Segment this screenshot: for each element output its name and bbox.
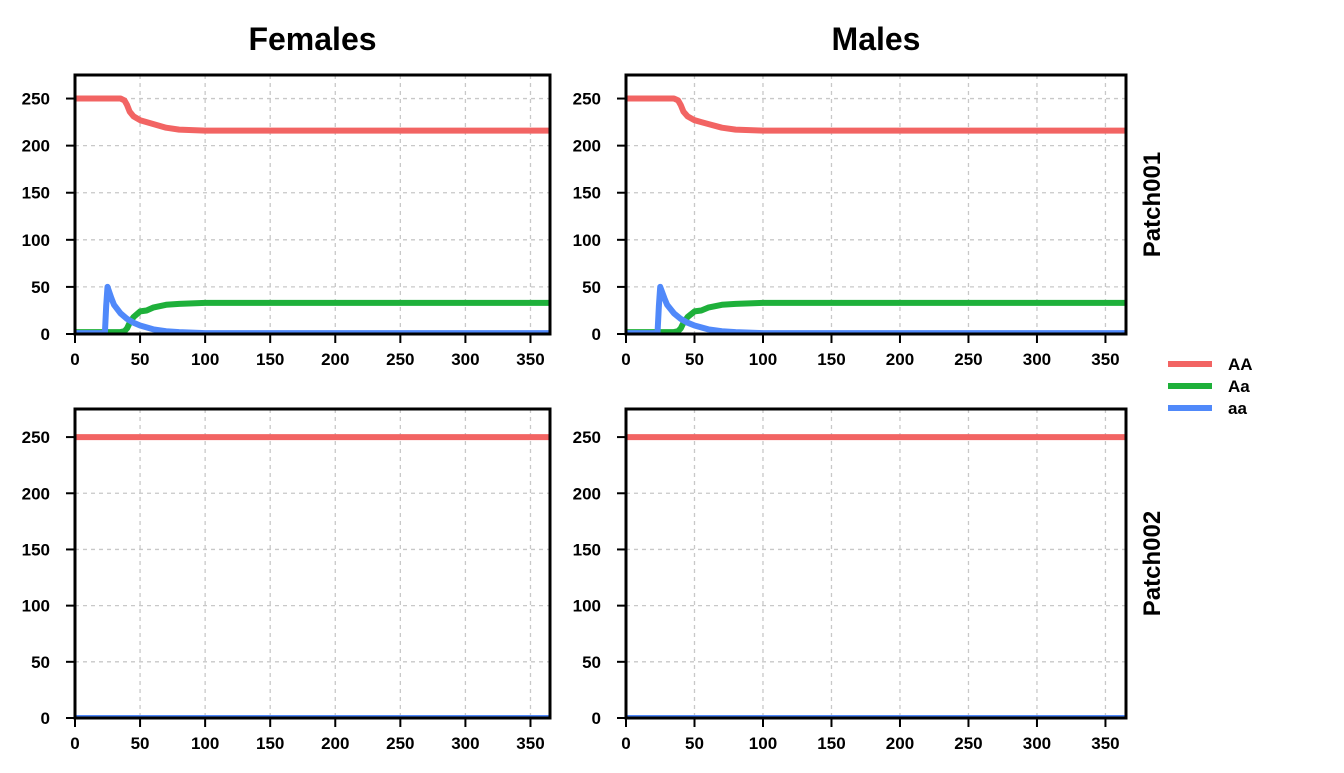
panel-females-patch002: 0 50 100 150 200 250 300 350 0 50 100 150 200 250 [22,407,552,753]
y-tick-label: 0 [592,325,601,344]
panel-males-patch001: 0 50 100 150 200 250 300 350 0 50 100 150 200 250 [573,73,1128,369]
panel-females-patch002-frame [73,407,552,720]
x-tick-label: 100 [191,350,219,369]
x-tick-label: 300 [1023,350,1051,369]
y-tick-label: 150 [573,184,601,203]
y-tick-label: 150 [573,540,601,559]
y-tick-label: 200 [22,137,50,156]
series-line-AA [626,95,1126,134]
y-tick-label: 250 [22,428,50,447]
series-line-aa [626,283,1126,334]
column-title-males: Males [832,21,921,57]
x-tick-label: 300 [1023,734,1051,753]
x-tick-label: 350 [516,734,544,753]
y-tick-label: 0 [41,709,50,728]
panel-females-patch001: 0 50 100 150 200 250 300 350 0 50 100 150 200 250 [22,73,552,369]
x-tick-label: 250 [954,350,982,369]
x-tick-label: 300 [451,350,479,369]
x-tick-label: 200 [321,734,349,753]
x-tick-label: 200 [886,350,914,369]
column-title-females: Females [248,21,376,57]
x-tick-label: 350 [1091,734,1119,753]
x-tick-label: 50 [131,734,150,753]
x-tick-label: 200 [886,734,914,753]
x-tick-label: 100 [749,734,777,753]
x-tick-label: 50 [685,734,704,753]
x-tick-label: 250 [954,734,982,753]
y-tick-label: 50 [582,278,601,297]
row-title-patch002: Patch002 [1139,511,1166,616]
x-tick-label: 150 [817,350,845,369]
y-tick-label: 200 [573,137,601,156]
x-tick-label: 50 [131,350,150,369]
y-tick-label: 50 [31,278,50,297]
panel-males-patch002-series [626,434,1126,718]
x-tick-label: 50 [685,350,704,369]
series-line-AA [75,95,550,134]
x-tick-label: 0 [70,734,79,753]
x-tick-label: 350 [1091,350,1119,369]
panel-males-patch002-frame [624,407,1128,720]
panel-males-patch001-series [626,95,1126,334]
x-tick-label: 100 [191,734,219,753]
x-tick-label: 300 [451,734,479,753]
x-tick-label: 0 [621,350,630,369]
x-tick-label: 350 [516,350,544,369]
y-tick-label: 100 [573,231,601,250]
series-line-aa [75,283,550,334]
panel-females-patch001-frame [73,73,552,336]
y-tick-label: 200 [22,484,50,503]
x-tick-label: 0 [621,734,630,753]
x-tick-label: 250 [386,734,414,753]
panel-females-patch001-series [75,95,550,334]
legend: AA Aa aa [1168,355,1253,418]
y-tick-label: 100 [22,597,50,616]
legend-label-aa: aa [1228,399,1247,418]
x-tick-label: 150 [817,734,845,753]
legend-label-AA: AA [1228,355,1253,374]
series-line-Aa [75,299,550,334]
y-tick-label: 200 [573,484,601,503]
y-tick-label: 150 [22,184,50,203]
x-tick-label: 150 [256,350,284,369]
x-tick-label: 150 [256,734,284,753]
x-tick-label: 200 [321,350,349,369]
y-tick-label: 250 [573,90,601,109]
panel-males-patch001-frame [624,73,1128,336]
x-tick-label: 0 [70,350,79,369]
y-tick-label: 50 [582,653,601,672]
x-tick-label: 100 [749,350,777,369]
row-title-patch001: Patch001 [1139,152,1166,257]
panel-males-patch002: 0 50 100 150 200 250 300 350 0 50 100 150 200 250 [573,407,1128,753]
y-tick-label: 100 [573,597,601,616]
series-line-Aa [626,299,1126,334]
y-tick-label: 50 [31,653,50,672]
y-tick-label: 0 [41,325,50,344]
y-tick-label: 250 [573,428,601,447]
y-tick-label: 250 [22,90,50,109]
y-tick-label: 150 [22,540,50,559]
panel-females-patch002-series [75,434,550,718]
y-tick-label: 0 [592,709,601,728]
x-tick-label: 250 [386,350,414,369]
legend-label-Aa: Aa [1228,377,1250,396]
y-tick-label: 100 [22,231,50,250]
